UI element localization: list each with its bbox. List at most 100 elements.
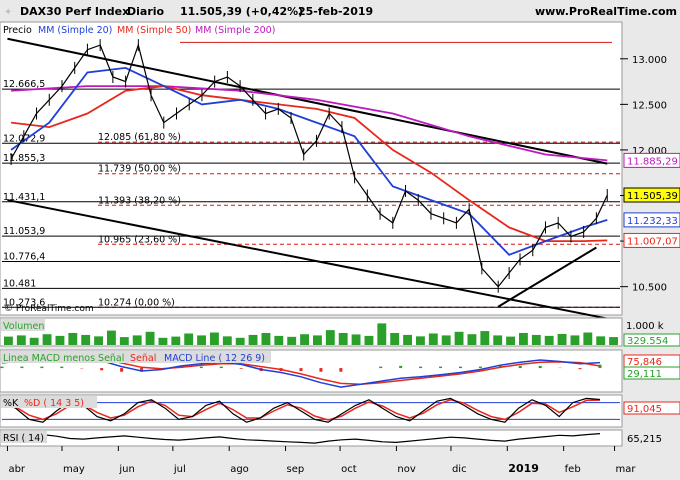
value-tag [623,152,680,168]
volume-bar [42,334,52,345]
x-tick-label: ago [230,464,249,475]
rsi-line [1,433,601,444]
y-tick-label: 12.000 [632,146,667,157]
rsi-legend-bg [1,431,47,443]
x-tick-label: jun [118,464,134,475]
volume-bar [454,331,464,345]
volume-bar [287,336,297,345]
legend-ma50: MM (Simple 50) [117,25,191,36]
level-label: 12.666,5 [3,79,45,90]
value-tag [623,187,680,203]
fib-label: 10.965 (23,60 %) [98,234,181,245]
volume-bar [119,337,129,345]
level-label: 10.776,4 [3,251,45,262]
legend-price: Precio [3,25,32,36]
header-bar [0,0,680,22]
volume-bar [222,336,232,345]
volume-bar [338,333,348,345]
volume-bar [570,335,580,345]
value-tag-label: 11.232,33 [627,216,678,227]
volume-bar [171,336,181,345]
legend-bg [1,23,301,36]
volume-bar [261,333,271,345]
volume-bar [519,333,528,345]
volume-bar [403,334,412,345]
y-tick-label: 12.500 [632,100,667,111]
legend-ma20: MM (Simple 20) [38,25,112,36]
stochastic-legend-bg [1,396,97,408]
volume-bar [428,333,438,345]
price-line [10,43,608,288]
site-label: www.ProRealTime.com [535,5,677,18]
volume-bar [81,334,91,345]
volume-bar [94,336,103,345]
fib-label: 12.085 (61,80 %) [98,132,181,143]
stochastic-value-tag [623,401,680,415]
volume-bar [493,335,503,345]
stochastic-pane [0,394,623,428]
volume-bar [480,331,490,345]
volume-bar [609,337,618,345]
volume-bar [4,336,13,345]
macd-legend-hist: Linea MACD menos Señal [3,353,124,364]
moving-average-line [10,85,608,243]
trendline [7,199,608,320]
x-tick-label: oct [341,464,357,475]
volume-bar [68,333,78,345]
y-tick-label: 10.500 [632,283,667,294]
macd-legend-line: MACD Line ( 12 26 9) [164,353,265,364]
volume-title-bg [1,319,45,331]
volume-bar [441,335,451,345]
volume-bar [248,334,258,345]
stochastic-legend-k: %K [3,398,19,409]
fib-label: 11.393 (38,20 %) [98,195,181,206]
x-tick-label: jul [173,464,186,475]
volume-bar [274,335,284,345]
price-pane [0,21,623,316]
stochastic-legend-d: %D ( 14 3 5) [24,398,84,409]
volume-bar [351,334,361,345]
volume-bar [416,336,425,345]
volume-bar [55,335,65,345]
fib-label: 11.739 (50,00 %) [98,164,181,175]
volume-bar [158,337,168,345]
fib-label: 10.274 (0,00 %) [98,297,175,308]
x-tick-label: may [63,464,85,475]
volume-bar [107,330,116,345]
volume-bar [210,332,219,345]
level-label: 11.431,1 [3,192,45,203]
volume-bar [325,330,335,345]
x-tick-label: 2019 [508,462,539,475]
moving-average-line [10,66,608,256]
volume-y-axis: 1.000 k 329.554 [623,321,680,347]
watermark: © ProRealTime.com [4,304,94,314]
volume-bar [184,333,194,345]
volume-bar [29,337,39,345]
volume-bar [300,334,309,345]
quote-label: 11.505,39 (+0,42%) [180,5,303,18]
x-tick-label: nov [397,464,415,475]
stochastic-k-line [1,397,601,423]
stochastic-value-tags: 91,045 [623,401,680,415]
period-label: Diario [127,5,165,18]
stochastic-d-line [1,399,601,421]
level-label: 11.053,9 [3,226,45,237]
rsi-series [1,433,601,444]
x-tick-label: abr [8,464,25,475]
rsi-pane [0,429,623,447]
horizontal-levels: 12.666,512.072,911.855,311.431,111.053,9… [2,41,620,308]
x-tick-label: feb [565,464,581,475]
menu-icon[interactable]: ✦ [4,7,12,18]
moving-average-line [11,85,608,162]
level-label: 11.855,3 [3,153,45,164]
volume-bar [16,335,26,345]
volume-bar [145,331,155,345]
volume-pane [0,317,623,347]
value-tag [623,212,680,228]
volume-bar [132,335,142,345]
price-series [10,39,608,293]
macd-value-tag [623,366,680,380]
volume-bar [506,336,515,345]
